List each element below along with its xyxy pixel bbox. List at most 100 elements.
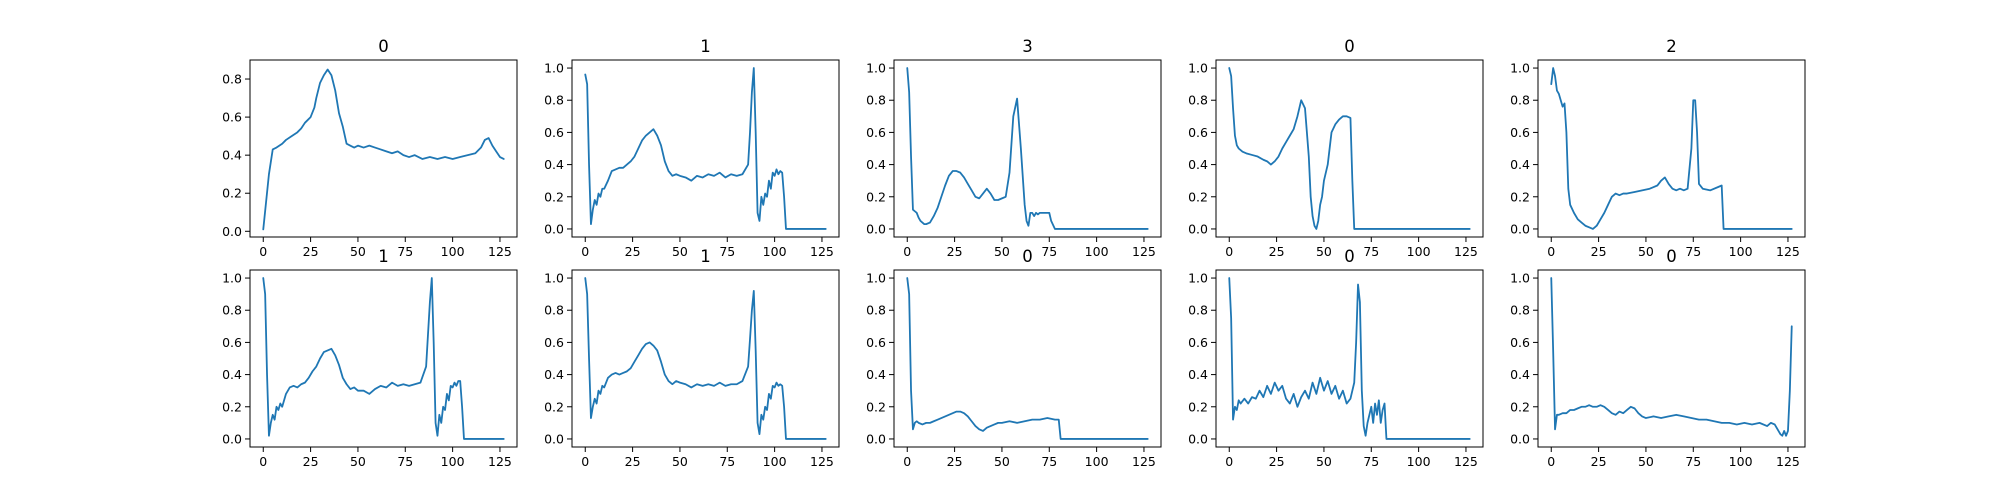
x-tick-label: 25 — [1591, 244, 1607, 259]
y-tick-label: 0.6 — [866, 335, 886, 350]
x-tick-label: 0 — [1225, 454, 1233, 469]
series-line-0 — [1228, 67, 1471, 230]
series-line-0 — [906, 67, 1149, 230]
y-tick-label: 0.4 — [866, 367, 886, 382]
x-tick-label: 100 — [1729, 244, 1753, 259]
y-tick-label: 0.4 — [1188, 367, 1208, 382]
subplot-title: 0 — [1344, 247, 1355, 266]
x-tick-label: 25 — [1269, 454, 1285, 469]
series-line-0 — [584, 67, 827, 230]
y-tick-label: 0.8 — [1510, 303, 1530, 318]
y-tick-label: 0.4 — [222, 148, 242, 163]
x-tick-label: 25 — [625, 244, 641, 259]
x-tick-label: 0 — [259, 244, 267, 259]
y-tick-label: 1.0 — [222, 271, 242, 286]
x-tick-label: 100 — [1407, 244, 1431, 259]
x-tick-label: 50 — [350, 244, 366, 259]
x-tick-label: 50 — [672, 244, 688, 259]
y-tick-label: 0.6 — [222, 110, 242, 125]
y-tick-label: 0.8 — [866, 93, 886, 108]
y-tick-label: 0.2 — [1188, 399, 1208, 414]
y-tick-label: 0.6 — [1510, 335, 1530, 350]
y-tick-label: 1.0 — [866, 271, 886, 286]
x-tick-label: 0 — [1547, 454, 1555, 469]
series-line-0 — [1550, 67, 1793, 230]
x-tick-label: 75 — [397, 244, 413, 259]
y-tick-label: 0.0 — [544, 221, 564, 236]
x-tick-label: 0 — [1225, 244, 1233, 259]
y-tick-label: 0.6 — [1188, 125, 1208, 140]
x-tick-label: 125 — [1776, 454, 1800, 469]
y-tick-label: 0.8 — [866, 303, 886, 318]
x-tick-label: 75 — [1363, 244, 1379, 259]
subplot-title: 0 — [1344, 37, 1355, 56]
y-tick-label: 1.0 — [1188, 271, 1208, 286]
axes-frame — [249, 59, 518, 238]
y-tick-label: 0.8 — [1510, 93, 1530, 108]
x-tick-label: 25 — [947, 454, 963, 469]
y-tick-label: 1.0 — [1510, 271, 1530, 286]
y-tick-label: 0.0 — [222, 431, 242, 446]
y-tick-label: 0.0 — [544, 431, 564, 446]
x-tick-label: 125 — [1132, 244, 1156, 259]
y-tick-label: 0.0 — [1510, 431, 1530, 446]
subplot-title: 0 — [1022, 247, 1033, 266]
subplot-3: 0 0 25 50 75 100 125 0.0 0.2 0.4 0.6 0.8 1.0 — [1188, 37, 1484, 259]
subplot-8: 0 0 25 50 75 100 125 0.0 0.2 0.4 0.6 0.8 1.0 — [1188, 247, 1484, 469]
y-tick-label: 0.8 — [1188, 303, 1208, 318]
axes-frame — [249, 269, 518, 448]
subplot-title: 1 — [378, 247, 389, 266]
x-tick-label: 100 — [763, 244, 787, 259]
subplot-title: 2 — [1666, 37, 1677, 56]
x-tick-label: 25 — [303, 244, 319, 259]
axes-frame — [893, 59, 1162, 238]
series-line-0 — [906, 277, 1149, 440]
y-tick-label: 1.0 — [1510, 61, 1530, 76]
x-tick-label: 0 — [903, 454, 911, 469]
y-tick-label: 0.4 — [544, 367, 564, 382]
y-tick-label: 0.6 — [866, 125, 886, 140]
x-tick-label: 100 — [1407, 454, 1431, 469]
subplot-title: 3 — [1022, 37, 1033, 56]
y-tick-label: 0.2 — [1510, 189, 1530, 204]
x-tick-label: 100 — [1085, 454, 1109, 469]
y-tick-label: 0.8 — [544, 93, 564, 108]
y-tick-label: 0.0 — [1188, 431, 1208, 446]
series-line-0 — [262, 277, 505, 440]
y-tick-label: 0.4 — [544, 157, 564, 172]
y-tick-label: 0.8 — [222, 72, 242, 87]
x-tick-label: 0 — [903, 244, 911, 259]
x-tick-label: 75 — [1685, 454, 1701, 469]
x-tick-label: 75 — [1363, 454, 1379, 469]
x-tick-label: 25 — [1269, 244, 1285, 259]
y-tick-label: 0.8 — [544, 303, 564, 318]
y-tick-label: 1.0 — [544, 61, 564, 76]
subplot-title: 0 — [378, 37, 389, 56]
x-tick-label: 100 — [763, 454, 787, 469]
y-tick-label: 0.2 — [222, 186, 242, 201]
axes-frame — [1537, 59, 1806, 238]
y-tick-label: 0.8 — [222, 303, 242, 318]
subplot-title: 0 — [1666, 247, 1677, 266]
x-tick-label: 100 — [441, 244, 465, 259]
x-tick-label: 0 — [581, 244, 589, 259]
x-tick-label: 100 — [1085, 244, 1109, 259]
x-tick-label: 125 — [488, 454, 512, 469]
x-tick-label: 25 — [303, 454, 319, 469]
axes-frame — [571, 59, 840, 238]
axes-frame — [893, 269, 1162, 448]
x-tick-label: 50 — [1638, 454, 1654, 469]
x-tick-label: 25 — [947, 244, 963, 259]
x-tick-label: 50 — [994, 244, 1010, 259]
subplot-2: 3 0 25 50 75 100 125 0.0 0.2 0.4 0.6 0.8 1.0 — [866, 37, 1162, 259]
x-tick-label: 25 — [1591, 454, 1607, 469]
subplot-0: 0 0 25 50 75 100 125 0.0 0.2 0.4 0.6 0.8 — [222, 37, 518, 259]
subplot-title: 1 — [700, 247, 711, 266]
x-tick-label: 125 — [1132, 454, 1156, 469]
x-tick-label: 50 — [672, 454, 688, 469]
y-tick-label: 0.8 — [1188, 93, 1208, 108]
subplot-1: 1 0 25 50 75 100 125 0.0 0.2 0.4 0.6 0.8 1.0 — [544, 37, 840, 259]
y-tick-label: 0.0 — [1188, 221, 1208, 236]
